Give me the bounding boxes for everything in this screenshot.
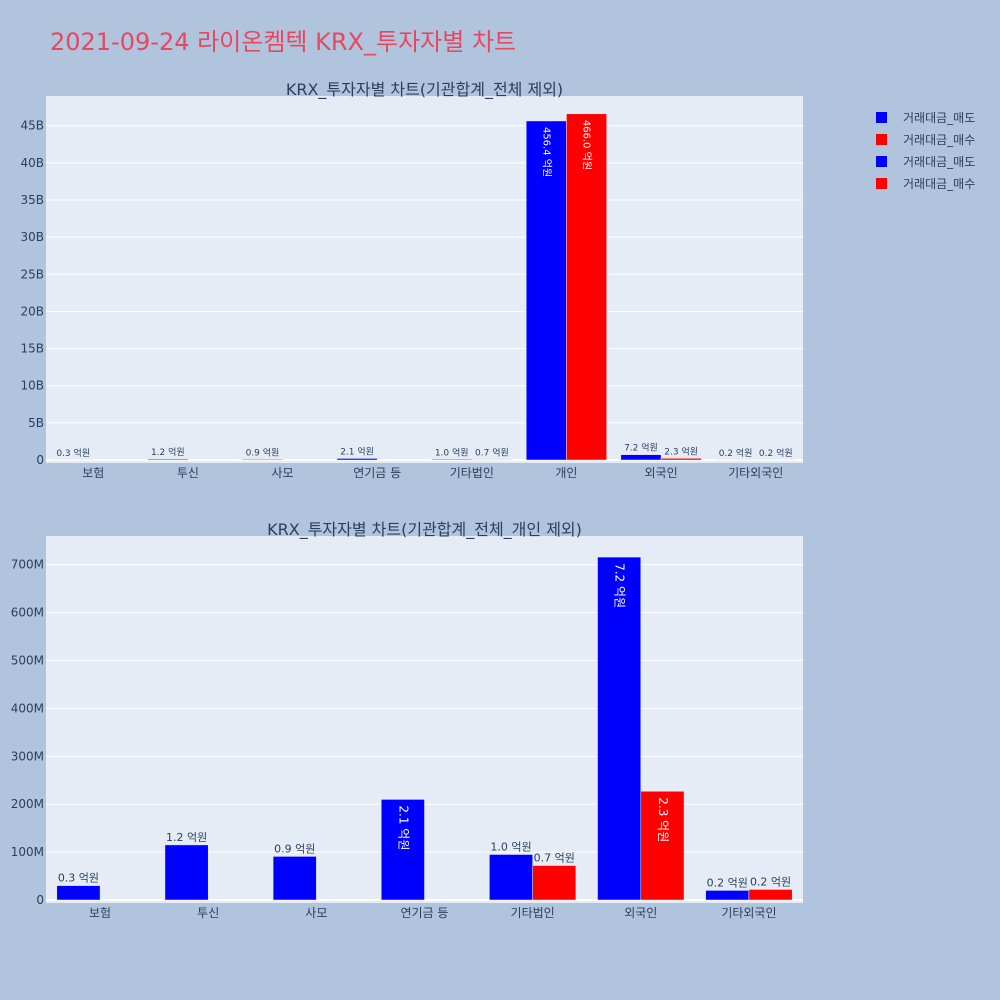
data-label: 2.3 억원 [656,797,670,842]
x-tick-label: 사모 [305,906,327,920]
data-label: 7.2 억원 [613,563,627,608]
x-tick-label: 보험 [82,466,104,480]
data-label: 1.2 억원 [166,831,207,844]
bar-sell [380,799,425,901]
bar-sell [242,459,283,461]
data-label: 0.2 억원 [759,447,793,459]
data-label: 0.2 억원 [750,875,791,888]
y-tick-label: 45B [20,119,44,133]
bar-sell [489,854,533,901]
y-tick-label: 700M [11,558,44,572]
data-label: 0.3 억원 [58,872,99,885]
legend-swatch [876,177,887,189]
y-tick-label: 0 [36,453,44,467]
y-tick-label: 0 [36,893,44,907]
y-tick-label: 5B [28,416,44,430]
y-tick-label: 500M [11,654,44,668]
bar-buy [660,458,702,461]
data-label: 456.4 억원 [540,127,552,177]
data-label: 0.7 억원 [534,852,575,865]
data-label: 2.3 억원 [664,445,698,457]
y-tick-label: 35B [20,193,44,207]
data-label: 1.0 억원 [435,446,469,458]
data-label: 1.2 억원 [151,446,185,458]
legend-swatch [876,155,887,167]
legend-item-buy-1[interactable]: 거래대금_매수 [876,128,975,150]
data-label: 0.3 억원 [56,447,90,459]
data-label: 0.9 억원 [274,842,315,855]
bar-sell [431,459,473,461]
data-label: 2.1 억원 [340,445,374,457]
legend-label: 거래대금_매도 [903,154,976,169]
legend-label: 거래대금_매수 [903,132,976,147]
y-tick-label: 600M [11,606,44,620]
data-label: 7.2 억원 [624,442,658,454]
x-tick-label: 개인 [555,466,577,480]
chart-title: KRX_투자자별 차트(기관합계_전체_개인 제외) [267,520,582,540]
x-tick-label: 보험 [89,906,111,920]
bar-sell [56,885,101,901]
bar-sell [597,556,642,901]
bar-sell [705,890,750,901]
bar-sell [620,454,662,461]
bar-buy [640,791,685,901]
y-tick-label: 200M [11,797,44,811]
data-label: 0.2 억원 [719,447,753,459]
y-tick-label: 300M [11,749,44,763]
bar-buy [532,865,577,901]
chart-title: KRX_투자자별 차트(기관합계_전체 제외) [286,80,563,100]
bar-buy [471,459,513,461]
legend-item-sell-1[interactable]: 거래대금_매도 [876,106,975,128]
y-tick-label: 25B [20,267,44,281]
x-tick-label: 사모 [272,466,294,480]
data-label: 0.2 억원 [707,876,748,889]
bar-buy [566,113,607,461]
page-title: 2021-09-24 라이온켐텍 KRX_투자자별 차트 [50,28,517,56]
legend-swatch [876,111,887,123]
y-tick-label: 15B [20,342,44,356]
bar-sell [272,856,317,901]
legend-item-sell-2[interactable]: 거래대금_매도 [876,150,975,172]
x-tick-label: 외국인 [645,466,678,480]
x-tick-label: 투신 [197,906,219,920]
data-label: 0.9 억원 [246,446,280,458]
bar-sell [147,458,189,461]
y-tick-label: 400M [11,701,44,715]
y-tick-label: 20B [20,304,44,318]
bar-sell [525,120,567,461]
x-tick-label: 기타법인 [511,906,555,920]
y-tick-label: 100M [11,845,44,859]
x-tick-label: 기타외국인 [728,466,783,480]
bar-sell [336,458,378,461]
x-tick-label: 투신 [177,466,199,480]
data-label: 466.0 억원 [581,120,593,170]
data-label: 1.0 억원 [490,841,531,854]
x-tick-label: 연기금 등 [353,466,401,480]
legend-label: 거래대금_매수 [903,176,976,191]
x-tick-label: 연기금 등 [401,906,449,920]
legend-swatch [876,133,887,145]
x-tick-label: 기타외국인 [721,906,776,920]
x-tick-label: 기타법인 [450,466,494,480]
legend: 거래대금_매도 거래대금_매수 거래대금_매도 거래대금_매수 [876,106,975,194]
plot-area [46,96,803,463]
bar-buy [748,889,793,901]
data-label: 0.7 억원 [475,446,509,458]
legend-label: 거래대금_매도 [903,110,976,125]
x-tick-label: 외국인 [624,906,657,920]
y-tick-label: 30B [20,230,44,244]
legend-item-buy-2[interactable]: 거래대금_매수 [876,172,975,194]
data-label: 2.1 억원 [396,805,410,850]
bar-sell [164,844,209,901]
y-tick-label: 40B [20,156,44,170]
y-tick-label: 10B [20,379,44,393]
